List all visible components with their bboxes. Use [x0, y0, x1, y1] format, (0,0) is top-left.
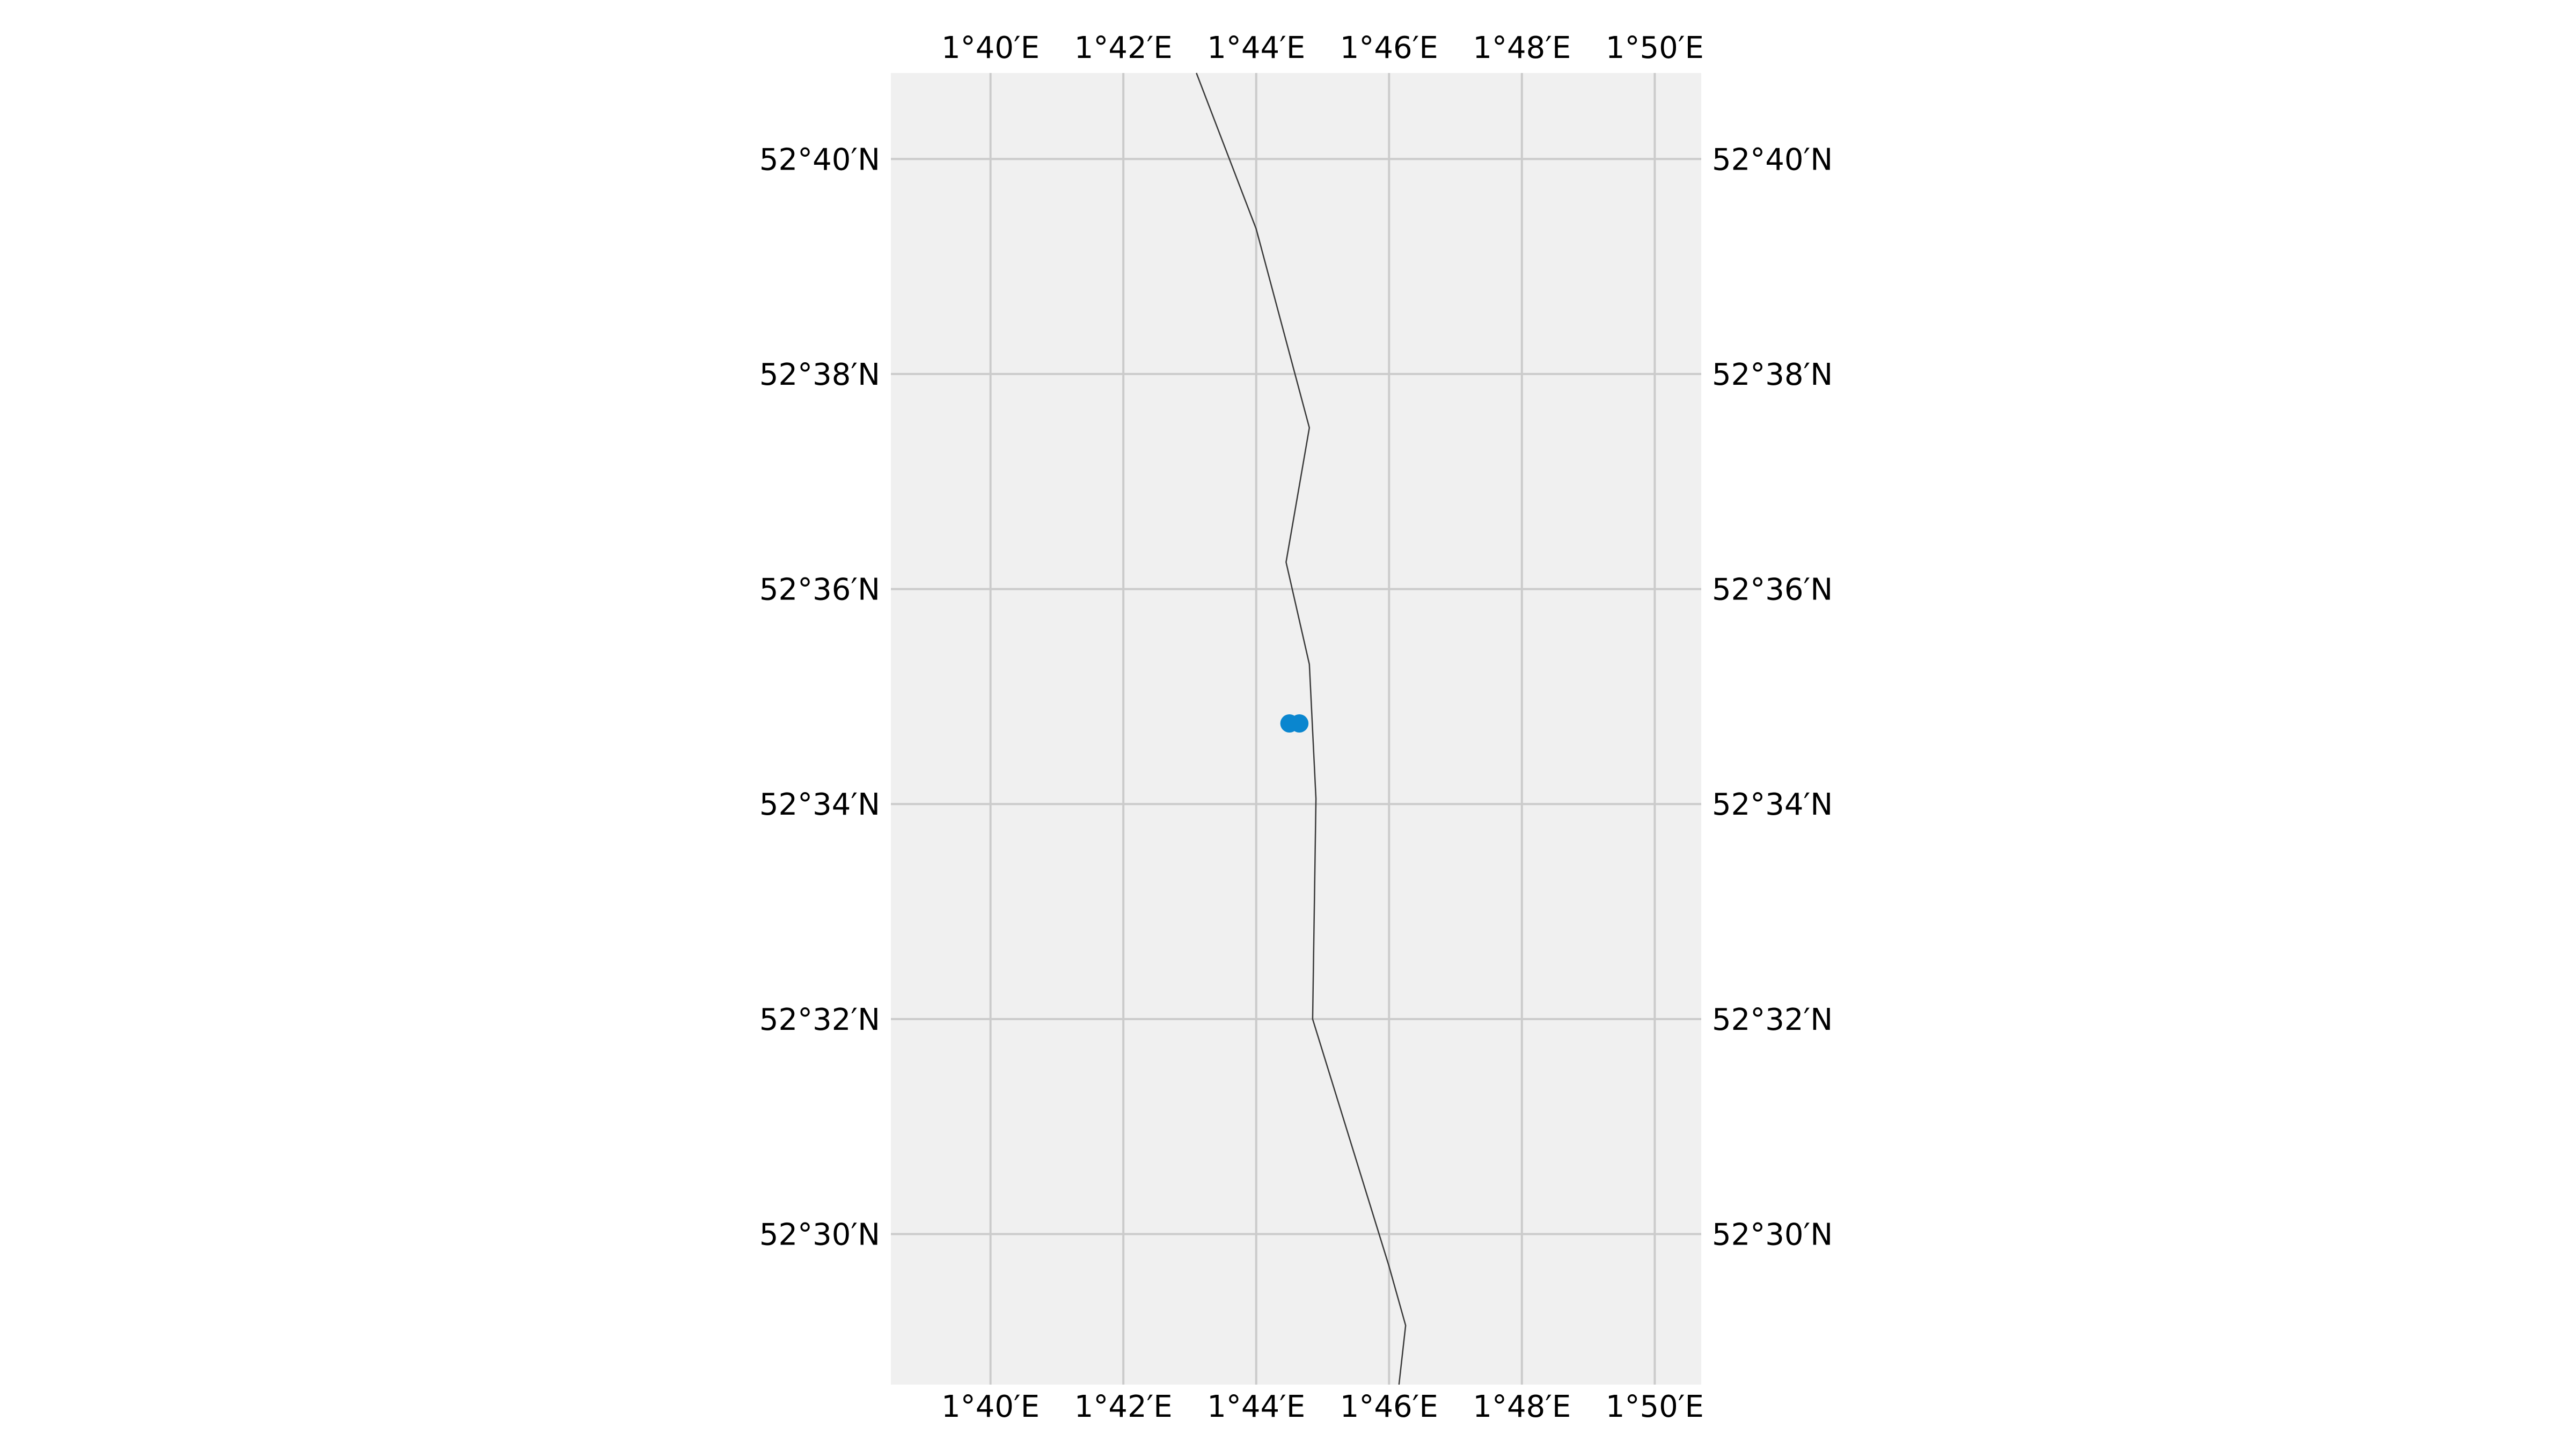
- lon-tick-label-top: 1°40′E: [941, 31, 1040, 65]
- lat-tick-label-right: 52°30′N: [1712, 1218, 1833, 1253]
- lat-tick-label-left: 52°30′N: [759, 1218, 880, 1253]
- coastline-layer: [1196, 72, 1407, 1385]
- lat-tick-label-right: 52°34′N: [1712, 787, 1833, 822]
- lon-tick-label-top: 1°44′E: [1207, 31, 1305, 65]
- tick-labels: 1°40′E 1°40′E 1°42′E 1°42′E 1°44′E 1°44′E 1°46…: [759, 31, 1833, 1424]
- lon-tick-label-bottom: 1°44′E: [1207, 1389, 1305, 1424]
- lon-tick-label-top: 1°46′E: [1340, 31, 1438, 65]
- points-layer: [1280, 714, 1309, 733]
- lon-tick-label-top: 1°50′E: [1606, 31, 1704, 65]
- lat-tick-label-right: 52°36′N: [1712, 573, 1833, 608]
- lon-tick-label-bottom: 1°48′E: [1473, 1389, 1571, 1424]
- coastline: [1196, 72, 1407, 1385]
- lon-tick-label-bottom: 1°40′E: [941, 1389, 1040, 1424]
- lat-tick-label-left: 52°40′N: [759, 142, 880, 177]
- lon-tick-label-top: 1°42′E: [1074, 31, 1173, 65]
- lon-tick-label-top: 1°48′E: [1473, 31, 1571, 65]
- lon-tick-label-bottom: 1°42′E: [1074, 1389, 1173, 1424]
- lat-tick-label-left: 52°36′N: [759, 573, 880, 608]
- gridlines: [891, 73, 1701, 1385]
- lat-tick-label-left: 52°32′N: [759, 1002, 880, 1037]
- lat-tick-label-right: 52°32′N: [1712, 1002, 1833, 1037]
- lat-tick-label-left: 52°34′N: [759, 787, 880, 822]
- lat-tick-label-left: 52°38′N: [759, 357, 880, 392]
- lon-tick-label-bottom: 1°46′E: [1340, 1389, 1438, 1424]
- lat-tick-label-right: 52°40′N: [1712, 142, 1833, 177]
- lat-tick-label-right: 52°38′N: [1712, 357, 1833, 392]
- location-marker: [1290, 714, 1309, 733]
- lon-tick-label-bottom: 1°50′E: [1606, 1389, 1704, 1424]
